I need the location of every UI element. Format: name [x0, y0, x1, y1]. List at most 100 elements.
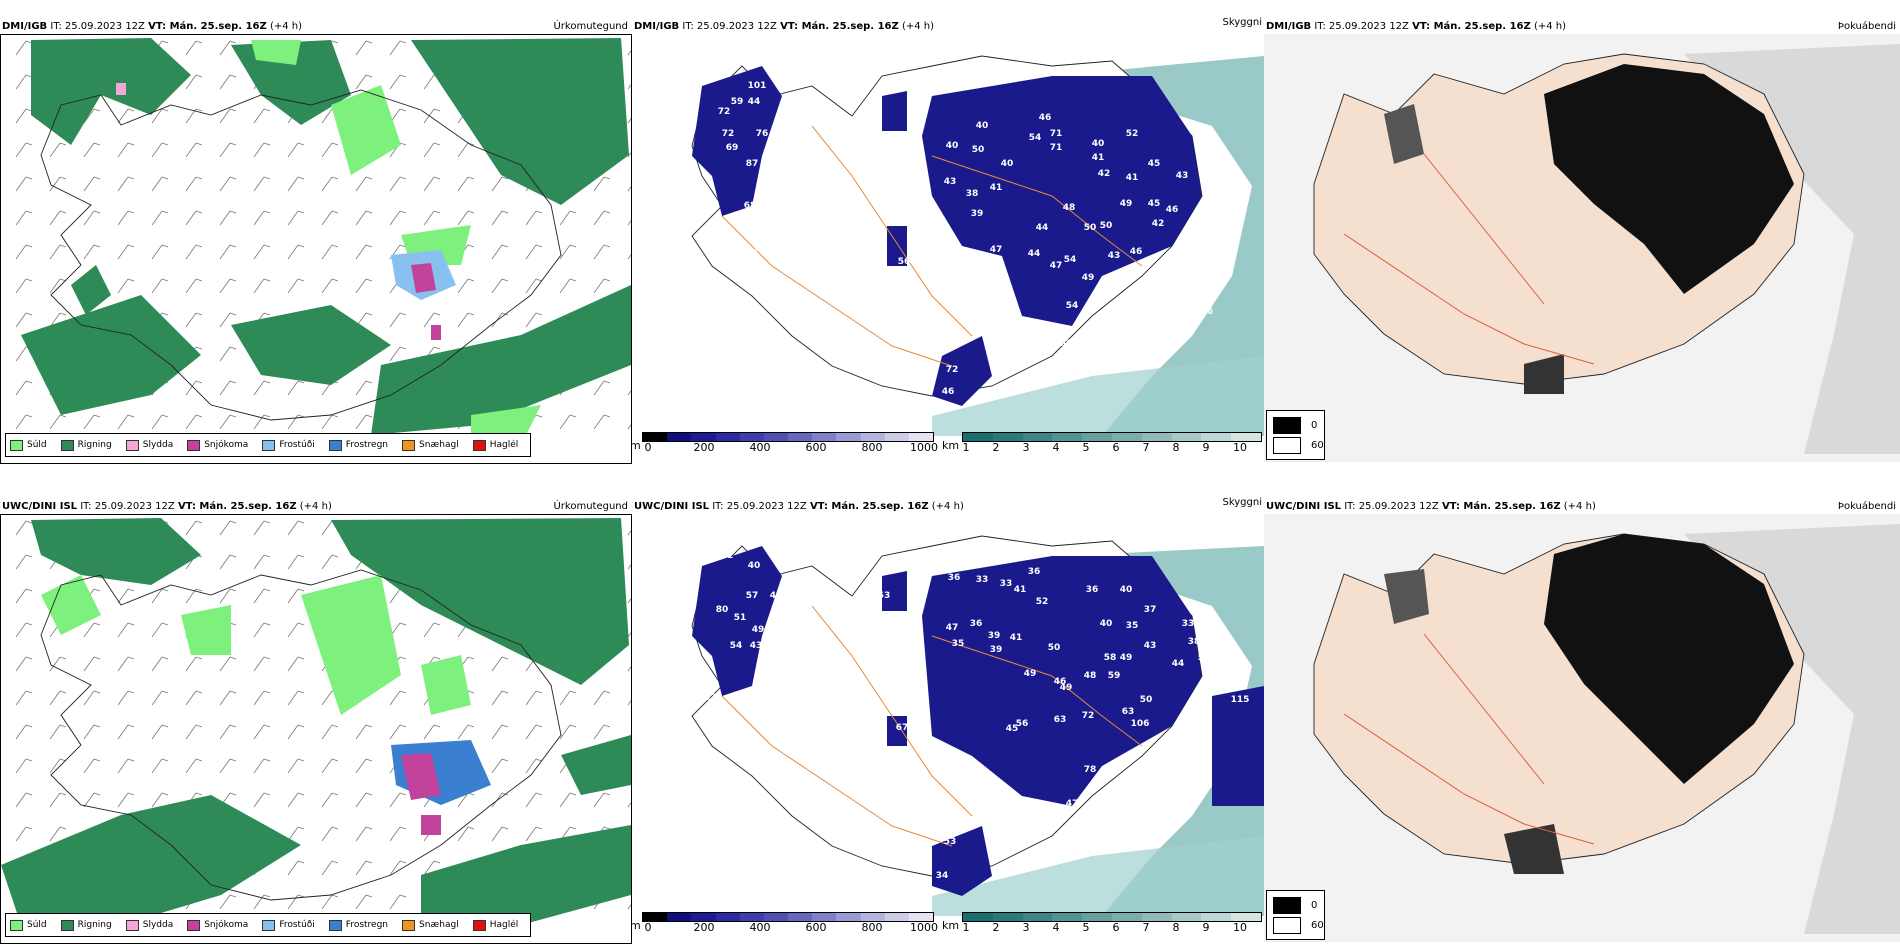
- wind-barb: [593, 278, 611, 294]
- ceiling-bar: [642, 912, 934, 922]
- ceiling-label: 41: [1126, 173, 1139, 183]
- wind-barb: [287, 826, 305, 842]
- wind-barb: [219, 244, 237, 260]
- wind-barb: [321, 278, 339, 294]
- ceiling-label: 43: [1176, 171, 1189, 181]
- ceiling-label: 57: [746, 591, 759, 601]
- legend-item-rain: Rigning: [60, 439, 112, 451]
- ceiling-tick: 800: [861, 441, 883, 454]
- precip-map: Súld Rigning Slydda Snjókoma Frostúði Fr…: [0, 34, 632, 464]
- ceiling-label: 72: [1082, 711, 1095, 721]
- ceiling-label: 52: [918, 375, 931, 385]
- wind-barb: [117, 588, 135, 604]
- ceiling-label: 49: [1120, 653, 1133, 663]
- ceiling-label: 45: [1148, 159, 1161, 169]
- ceiling-label: 43: [1144, 641, 1157, 651]
- wind-barb: [253, 894, 271, 910]
- legend-item-snow: Snjókoma: [187, 439, 248, 451]
- wind-barb: [627, 152, 631, 158]
- panel-title: Þokuábendi: [1837, 501, 1896, 512]
- visibility-unit: km: [942, 439, 960, 452]
- wind-barb: [389, 176, 407, 192]
- wind-barb: [525, 210, 543, 226]
- wind-barb: [321, 724, 339, 740]
- legend-item-freezing-rain: Frostregn: [328, 439, 388, 451]
- wind-barb: [423, 724, 441, 740]
- wind-barb: [117, 622, 135, 638]
- ceiling-label: 43: [944, 177, 957, 187]
- wind-barb: [287, 414, 305, 430]
- wind-barb: [627, 118, 631, 124]
- cloud-map-svg: 51 40 57 42 53 80 51 49 54 43 36 33 33 3…: [691, 535, 1264, 916]
- sleet-snow-areas: [116, 83, 456, 340]
- fog-areas: [1384, 64, 1794, 394]
- precip-map-svg: [1, 518, 631, 925]
- cloud-map-svg: 101 59 44 72 76 59 72 69 87 57 68 50 71 …: [691, 55, 1264, 436]
- legend-item-snow: Snjókoma: [187, 919, 248, 931]
- wind-barb: [83, 176, 101, 192]
- wind-barb: [49, 142, 67, 158]
- cloud-header: DMI/IGB IT: 25.09.2023 12Z VT: Mán. 25.s…: [634, 21, 934, 32]
- legend-swatch: [187, 439, 201, 451]
- wind-barb: [355, 414, 373, 430]
- legend-swatch: [10, 439, 23, 451]
- wind-barb: [219, 588, 237, 604]
- fog-header: DMI/IGB IT: 25.09.2023 12Z VT: Mán. 25.s…: [1266, 21, 1566, 32]
- legend-item-drizzle: Súld: [10, 439, 47, 451]
- wind-barb: [253, 278, 271, 294]
- ceiling-label: 55: [1198, 653, 1211, 663]
- ceiling-label: 33: [976, 575, 989, 585]
- ceiling-label: 57: [766, 175, 779, 185]
- visibility-tick: 7: [1142, 921, 1150, 934]
- wind-barb: [219, 380, 237, 396]
- ceiling-label: 49: [1060, 683, 1073, 693]
- ceiling-label: 44: [1036, 223, 1049, 233]
- wind-barb: [525, 826, 543, 842]
- ceiling-label: 56: [1016, 719, 1029, 729]
- wind-barb: [253, 758, 271, 774]
- ceiling-label: 67: [896, 723, 909, 733]
- wind-barb: [151, 724, 169, 740]
- wind-barb: [355, 176, 373, 192]
- wind-barb: [83, 622, 101, 638]
- wind-barb: [151, 588, 169, 604]
- wind-barb: [151, 278, 169, 294]
- legend-item-sleet: Slydda: [125, 919, 173, 931]
- legend-swatch: [125, 919, 139, 931]
- wind-barb: [525, 792, 543, 808]
- wind-barb: [355, 792, 373, 808]
- visibility-tick: 2: [992, 921, 1000, 934]
- legend-item-hail: Haglél: [472, 919, 518, 931]
- fog-legend-item: 0: [1273, 897, 1317, 914]
- ceiling-label: 46: [942, 387, 955, 397]
- ceiling-label: 46: [746, 249, 759, 259]
- fog-map-svg: [1264, 514, 1900, 942]
- visibility-colorbar: km 1 2 3 4 5 6 7 8 9 10: [942, 432, 1264, 460]
- fog-legend-item: 60: [1273, 917, 1324, 934]
- visibility-tick: 3: [1022, 921, 1030, 934]
- ceiling-colorbar: m 0 200 400 600 800 1000: [632, 432, 942, 460]
- roads: [721, 605, 1143, 847]
- ceiling-label: 39: [988, 631, 1001, 641]
- wind-barb: [15, 142, 33, 158]
- wind-barb: [117, 210, 135, 226]
- wind-barb: [219, 108, 237, 124]
- wind-barb: [49, 826, 67, 842]
- legend-swatch: [60, 919, 74, 931]
- wind-barb: [627, 220, 631, 226]
- wind-barb: [219, 278, 237, 294]
- wind-barb: [389, 860, 407, 876]
- ceiling-label: 48: [950, 265, 963, 275]
- wind-barb: [185, 520, 203, 536]
- ceiling-label: 53: [878, 591, 891, 601]
- wind-barb: [49, 244, 67, 260]
- ceiling-area-sea: [1212, 686, 1264, 806]
- wind-barb: [151, 244, 169, 260]
- wind-barb: [15, 244, 33, 260]
- legend-item-rain: Rigning: [60, 919, 112, 931]
- ceiling-label: 72: [722, 129, 735, 139]
- wind-barb: [457, 278, 475, 294]
- wind-barb: [389, 40, 407, 56]
- wind-barb: [287, 690, 305, 706]
- wind-barb: [627, 84, 631, 90]
